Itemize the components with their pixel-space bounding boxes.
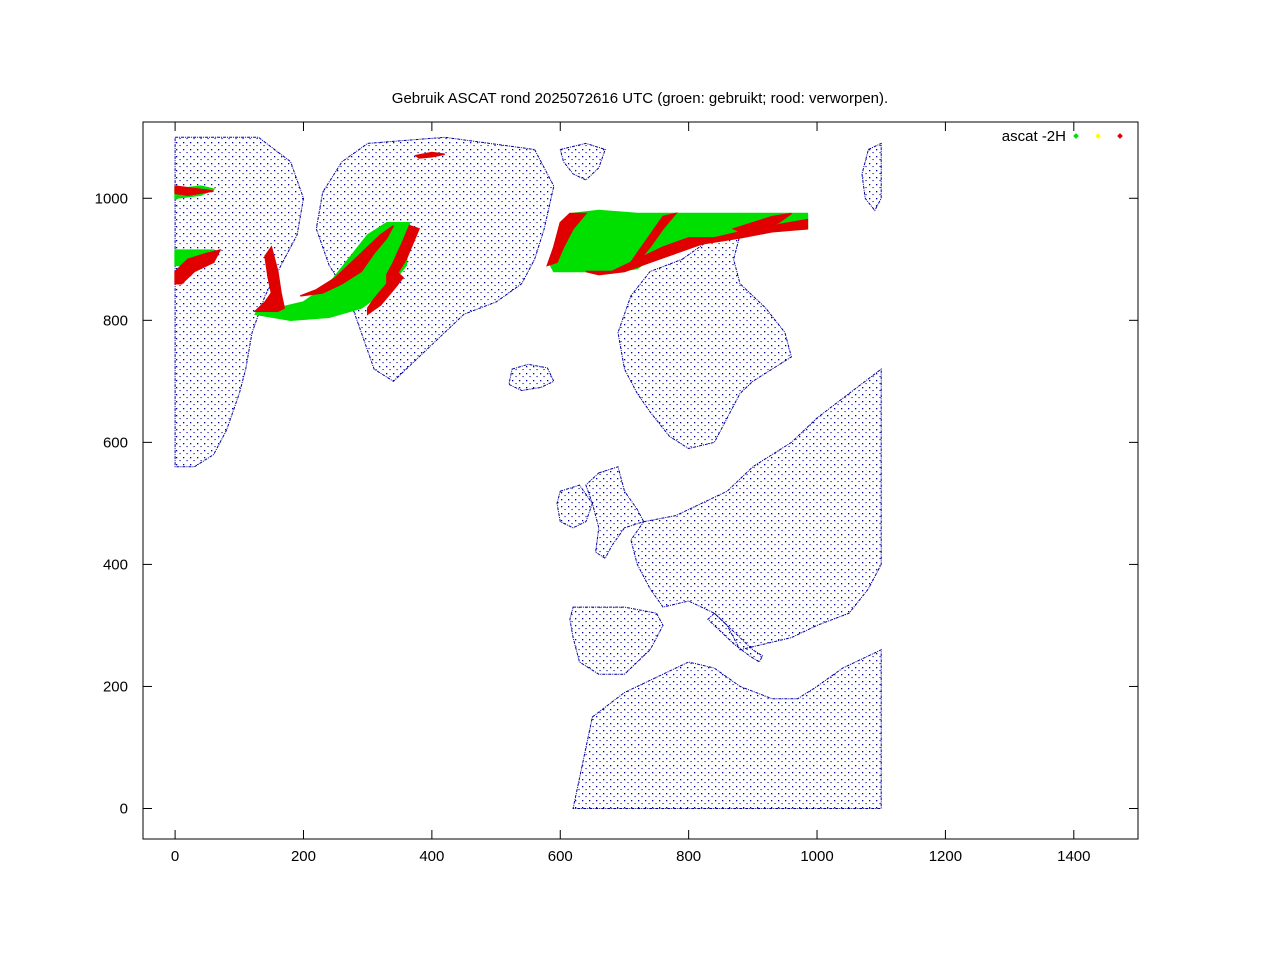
y-tick-label: 0 [120, 800, 128, 817]
coastline-svalbard [559, 142, 606, 181]
legend: ascat -2H [1002, 128, 1123, 145]
y-tick-label: 200 [103, 678, 128, 695]
coastline-novaya-zemlya [861, 142, 882, 212]
plot-frame [142, 121, 1139, 840]
coastline-italy [707, 612, 764, 663]
rejected-obs-region [174, 185, 214, 196]
rejected-obs-region [366, 270, 405, 316]
legend-label: ascat -2H [1002, 128, 1066, 145]
legend-marker-used [1073, 133, 1079, 139]
chart-title: Gebruik ASCAT rond 2025072616 UTC (groen… [392, 90, 888, 107]
legend-markers [1073, 133, 1123, 139]
rejected-obs-region [585, 218, 809, 276]
coastline-iceland [508, 363, 555, 392]
coastline-north-africa [572, 649, 882, 809]
coastline-ireland [556, 484, 593, 529]
y-tick-label: 400 [103, 556, 128, 573]
coastline-scandinavia [617, 228, 792, 450]
y-tick-label: 1000 [95, 190, 128, 207]
x-tick-label: 800 [676, 848, 701, 865]
rejected-obs-region [546, 212, 588, 267]
x-tick-label: 1400 [1057, 848, 1090, 865]
rejected-obs-region [413, 151, 445, 159]
x-tick-label: 1000 [800, 848, 833, 865]
x-tick-label: 400 [419, 848, 444, 865]
observation-points-layer [174, 151, 809, 322]
rejected-obs-region [623, 212, 678, 273]
y-tick-label: 800 [103, 312, 128, 329]
coastline-canadian-arctic [174, 136, 305, 468]
axes-layer: 0 200 400 600 800 1000 1200 1400 0 200 400 600 800 10… [95, 122, 1138, 865]
coastline-continental-europe [630, 368, 882, 651]
x-tick-label: 200 [291, 848, 316, 865]
coastline-iberia [569, 606, 664, 675]
coastline-layer [174, 136, 882, 809]
x-tick-label: 0 [171, 848, 179, 865]
legend-marker-unused [1095, 133, 1101, 139]
rejected-obs-region [731, 212, 792, 233]
y-tick-label: 600 [103, 434, 128, 451]
rejected-obs-region [174, 248, 222, 285]
x-tick-label: 1200 [929, 848, 962, 865]
rejected-obs-region [253, 245, 286, 312]
legend-marker-rejected [1117, 133, 1123, 139]
rejected-obs-region [386, 224, 421, 286]
rejected-obs-region [300, 225, 395, 297]
coastline-greenland [315, 136, 555, 382]
x-tick-label: 600 [548, 848, 573, 865]
